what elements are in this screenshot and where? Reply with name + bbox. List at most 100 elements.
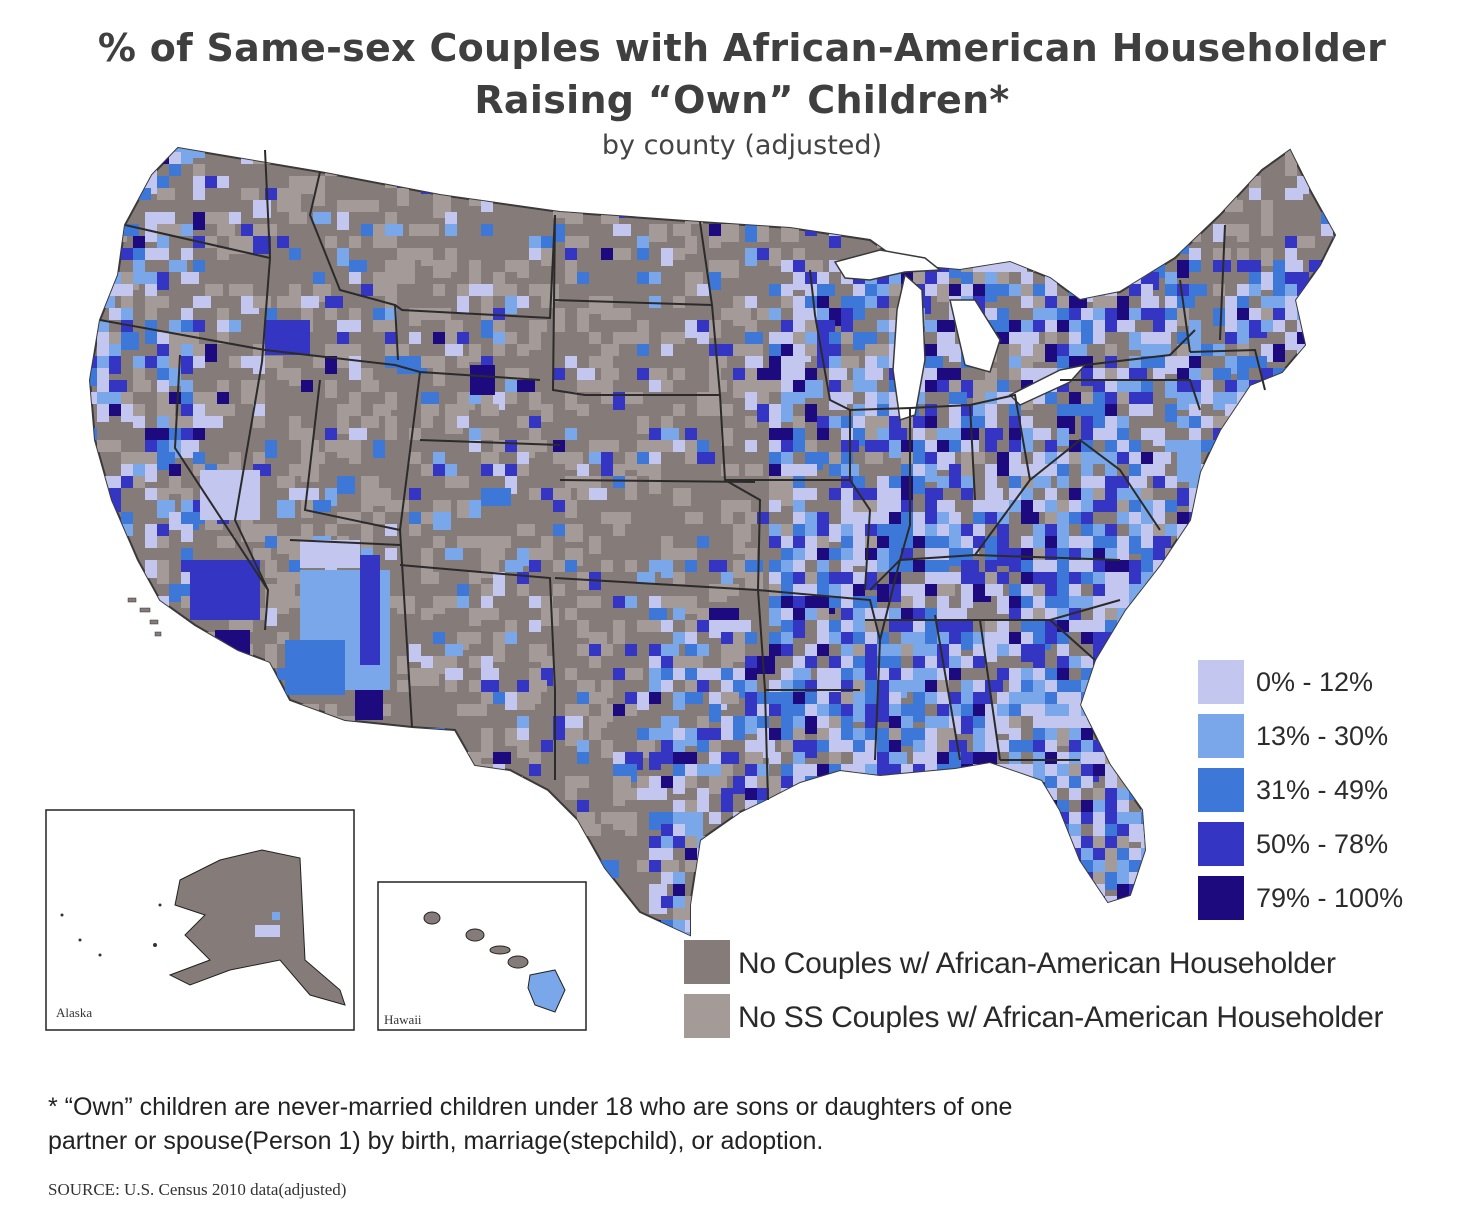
county-tile (937, 908, 949, 920)
county-tile (937, 620, 949, 632)
county-tile (1285, 500, 1303, 512)
county-tile (1033, 368, 1045, 380)
county-tile (469, 344, 481, 362)
county-tile (913, 932, 925, 935)
county-tile (193, 404, 205, 416)
county-tile (853, 524, 865, 536)
county-tile (181, 272, 199, 284)
county-tile (973, 656, 985, 668)
county-tile (1249, 452, 1261, 464)
county-tile (277, 740, 295, 752)
county-tile (1297, 620, 1309, 632)
county-tile (817, 788, 829, 806)
county-tile (1045, 740, 1057, 752)
county-tile (1057, 296, 1069, 308)
county-tile (1093, 404, 1105, 416)
county-tile (90, 284, 97, 296)
county-tile (565, 608, 577, 620)
county-tile (961, 908, 979, 920)
county-tile (925, 764, 937, 782)
county-tile (481, 188, 499, 200)
county-tile (1213, 248, 1231, 260)
county-tile (661, 248, 673, 266)
county-tile (517, 740, 529, 758)
county-tile (181, 488, 193, 500)
county-tile (601, 440, 619, 452)
county-tile (745, 716, 757, 734)
county-tile (1321, 632, 1335, 644)
county-tile (1129, 464, 1141, 476)
county-tile (1153, 452, 1171, 464)
county-tile (865, 752, 877, 764)
county-tile (1177, 776, 1189, 794)
county-tile (469, 860, 481, 872)
county-tile (445, 260, 457, 272)
legend-label-13-30: 13% - 30% (1256, 721, 1389, 751)
county-tile (1129, 704, 1147, 716)
county-tile (1165, 692, 1177, 704)
county-tile (1297, 428, 1309, 446)
county-tile (877, 476, 889, 488)
county-tile (565, 668, 577, 680)
title-line-2: Raising “Own” Children* (474, 78, 1010, 122)
county-tile (1297, 344, 1315, 356)
lake-huron (949, 299, 1001, 373)
county-tile (205, 284, 223, 296)
county-tile (313, 356, 325, 368)
county-tile (853, 668, 865, 680)
county-tile (1237, 524, 1255, 536)
county-tile (577, 488, 589, 500)
county-tile (1273, 452, 1291, 464)
county-tile (169, 644, 187, 656)
county-tile (853, 872, 865, 884)
county-tile (781, 212, 799, 224)
county-tile (1321, 260, 1333, 272)
county-tile (157, 380, 169, 392)
county-tile (1117, 680, 1135, 692)
county-tile (289, 368, 301, 386)
county-tile (1309, 392, 1321, 404)
county-tile (1021, 932, 1033, 935)
county-tile (289, 416, 301, 428)
county-tile (1021, 320, 1033, 332)
county-tile (1285, 596, 1297, 614)
county-tile (589, 824, 601, 836)
county-tile (409, 488, 421, 500)
county-tile (1177, 908, 1195, 926)
county-tile (517, 344, 529, 356)
county-tile (997, 704, 1009, 716)
county-tile (1057, 428, 1069, 446)
county-tile (397, 824, 409, 842)
county-tile (649, 560, 661, 572)
county-tile (1069, 488, 1081, 500)
county-tile (145, 728, 157, 746)
county-tile (1045, 824, 1057, 842)
county-tile (925, 608, 937, 620)
county-tile (769, 416, 781, 428)
county-tile (1021, 812, 1033, 824)
county-tile (1069, 512, 1081, 524)
county-tile (1333, 452, 1335, 470)
county-tile (1273, 704, 1291, 716)
county-tile (913, 848, 925, 866)
county-tile (1249, 176, 1261, 188)
county-tile (721, 200, 739, 212)
county-tile (1201, 148, 1219, 152)
county-tile (1333, 548, 1335, 560)
county-tile (613, 764, 625, 776)
county-tile (1081, 308, 1093, 320)
county-tile (97, 260, 109, 278)
county-tile (685, 632, 697, 644)
county-tile (1021, 344, 1033, 356)
county-tile (613, 752, 625, 764)
county-tile (1009, 848, 1021, 860)
county-tile (649, 860, 661, 872)
county-tile (301, 716, 313, 728)
county-tile (1057, 200, 1075, 212)
county-tile (409, 512, 421, 524)
county-tile (961, 848, 973, 860)
county-tile (361, 500, 373, 512)
county-tile (409, 308, 421, 326)
county-tile (241, 668, 253, 680)
county-tile (949, 752, 961, 764)
